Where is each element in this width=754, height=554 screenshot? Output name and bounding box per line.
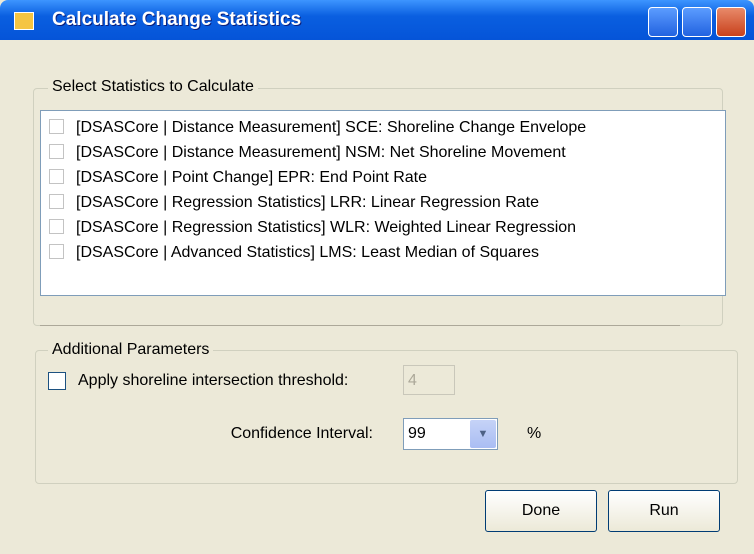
maximize-button[interactable] [682,7,712,37]
threshold-label: Apply shoreline intersection threshold: [78,372,349,389]
item-label: [DSASCore | Point Change] EPR: End Point… [76,169,428,186]
item-checkbox[interactable] [49,219,64,234]
item-label: [DSASCore | Advanced Statistics] LMS: Le… [76,244,540,261]
statistic-item[interactable]: [DSASCore | Distance Measurement] NSM: N… [49,144,566,162]
confidence-label: Confidence Interval: [230,425,373,442]
combo-value: 99 [408,425,426,442]
item-label: [DSASCore | Regression Statistics] LRR: … [76,194,540,211]
unit-label: % [527,425,542,442]
statistics-list: [DSASCore | Distance Measurement] SCE: S… [40,110,726,296]
item-checkbox[interactable] [49,194,64,209]
statistic-item[interactable]: [DSASCore | Advanced Statistics] LMS: Le… [49,244,539,262]
confidence-combo[interactable]: 99 ▼ [403,418,498,450]
item-checkbox[interactable] [49,144,64,159]
parameters-group [35,350,738,484]
minimize-button[interactable] [648,7,678,37]
close-button[interactable] [716,7,746,37]
item-checkbox[interactable] [49,244,64,259]
combo-arrow[interactable]: ▼ [470,420,496,448]
app-icon [14,12,34,30]
statistic-item[interactable]: [DSASCore | Point Change] EPR: End Point… [49,169,427,187]
statistic-item[interactable]: [DSASCore | Distance Measurement] SCE: S… [49,119,586,137]
item-label: [DSASCore | Distance Measurement] SCE: S… [76,119,587,136]
title-bar: Calculate Change Statistics [0,0,754,40]
threshold-input[interactable]: 4 [403,365,455,395]
item-label: [DSASCore | Distance Measurement] NSM: N… [76,144,566,161]
run-button[interactable]: Run [608,490,720,532]
window-title: Calculate Change Statistics [52,9,302,30]
item-checkbox[interactable] [49,119,64,134]
group-label: Select Statistics to Calculate [48,78,258,96]
group-label: Additional Parameters [48,341,214,359]
statistic-item[interactable]: [DSASCore | Regression Statistics] LRR: … [49,194,539,212]
item-checkbox[interactable] [49,169,64,184]
done-button[interactable]: Done [485,490,597,532]
item-label: [DSASCore | Regression Statistics] WLR: … [76,219,577,236]
statistic-item[interactable]: [DSASCore | Regression Statistics] WLR: … [49,219,576,237]
threshold-checkbox[interactable] [48,372,66,390]
separator [40,325,680,326]
